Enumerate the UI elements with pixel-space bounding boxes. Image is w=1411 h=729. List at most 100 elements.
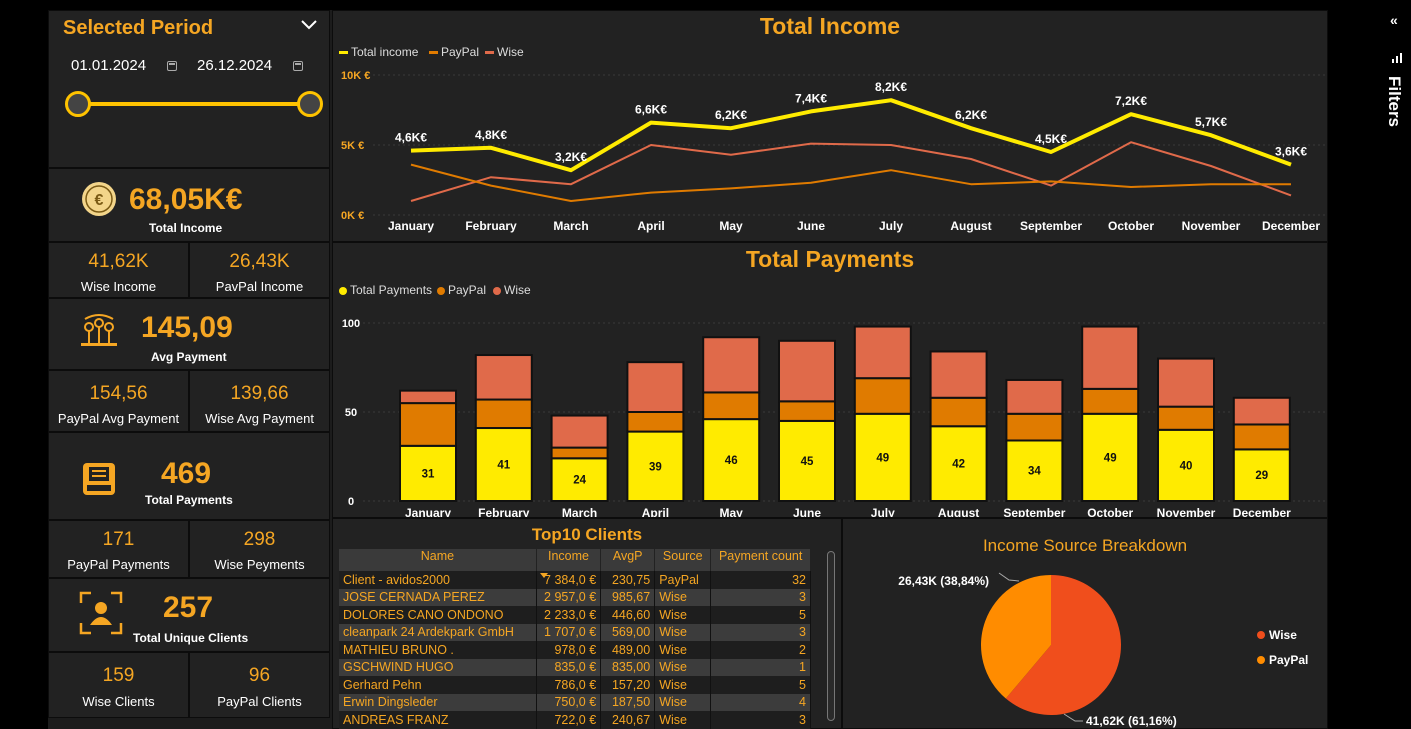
table-cell: 1 707,0 € <box>536 623 602 641</box>
bar-wise <box>1005 378 1064 415</box>
chevron-down-icon[interactable] <box>301 17 317 35</box>
data-label: 3,2K€ <box>555 150 587 164</box>
wise-payments-value: 298 <box>243 529 276 550</box>
calendar-icon[interactable] <box>293 61 303 71</box>
table-cell: 2 <box>710 641 811 659</box>
x-tick-label: July <box>879 219 903 233</box>
wise-avg-card: 139,66 Wise Avg Payment <box>189 370 330 432</box>
data-label: 4,8K€ <box>475 128 507 142</box>
bar-total-payments <box>778 419 836 502</box>
legend-paypal[interactable]: PayPal <box>429 45 479 59</box>
income-chart-title: Total Income <box>759 13 901 39</box>
euro-coin-icon: € <box>81 181 117 222</box>
data-label: 3,6K€ <box>1275 145 1307 159</box>
bar-total-payments <box>1232 448 1291 503</box>
bar-paypal <box>1081 387 1140 415</box>
top-clients-table[interactable]: Top10 Clients Name Income AvgP Source Paymen… <box>332 518 842 729</box>
wise-income-card: 41,62K Wise Income <box>48 242 189 298</box>
bar-data-label: 29 <box>1255 470 1268 482</box>
table-row[interactable]: ANDREAS FRANZ 722,0 €240,67 Wise 3 <box>339 711 811 729</box>
table-cell: 4 <box>710 693 811 711</box>
svg-text:€: € <box>95 192 104 209</box>
x-tick-label: July <box>871 506 895 517</box>
table-cell: Wise <box>654 676 712 694</box>
calendar-icon[interactable] <box>167 61 177 71</box>
unique-clients-value: 257 <box>163 591 214 624</box>
table-cell: 2 233,0 € <box>536 606 602 624</box>
table-cell: 5 <box>710 676 811 694</box>
bar-wise <box>1232 396 1291 426</box>
table-cell: DOLORES CANO ONDONO <box>339 606 537 624</box>
bar-total-payments <box>399 444 457 503</box>
start-date-input[interactable]: 01.01.2024 <box>71 57 147 74</box>
x-tick-label: February <box>478 506 530 517</box>
table-row[interactable]: Erwin Dingsleder 750,0 €187,50 Wise 4 <box>339 693 811 711</box>
pie-data-label: 41,62K (61,16%) <box>1086 714 1177 728</box>
table-cell: cleanpark 24 Ardekpark GmbH <box>339 623 537 641</box>
column-header[interactable]: Payment count <box>710 549 811 571</box>
x-tick-label: August <box>950 219 991 233</box>
x-tick-label: March <box>562 506 597 517</box>
legend-wise[interactable]: Wise <box>493 283 531 297</box>
table-cell: Wise <box>654 623 712 641</box>
x-tick-label: December <box>1262 219 1320 233</box>
bar-wise <box>929 350 988 399</box>
bar-wise <box>1081 325 1140 390</box>
y-tick-label: 100 <box>342 318 360 330</box>
sort-desc-icon[interactable] <box>540 573 548 578</box>
table-cell: Client - avidos2000 <box>339 571 537 589</box>
bar-total-payments <box>1157 428 1215 502</box>
table-cell: GSCHWIND HUGO <box>339 658 537 676</box>
filters-pane[interactable]: « <box>1382 0 1411 729</box>
table-row[interactable]: cleanpark 24 Ardekpark GmbH 1 707,0 €569,… <box>339 623 811 641</box>
legend-total-payments[interactable]: Total Payments <box>339 283 432 297</box>
bar-data-label: 34 <box>1028 466 1041 478</box>
table-row[interactable]: MATHIEU BRUNO . 978,0 €489,00 Wise 2 <box>339 641 811 659</box>
legend-label: Total income <box>351 45 419 59</box>
end-date-input[interactable]: 26.12.2024 <box>197 57 273 74</box>
table-scrollbar[interactable] <box>827 551 835 721</box>
bar-data-label: 46 <box>725 455 738 467</box>
table-cell: Wise <box>654 606 712 624</box>
slider-start-handle[interactable] <box>65 91 91 117</box>
y-tick-label: 5K € <box>341 140 364 152</box>
paypal-payments-label: PayPal Payments <box>67 557 170 572</box>
period-slicer[interactable]: Selected Period 01.01.2024 26.12.2024 <box>48 10 330 168</box>
table-cell: 978,0 € <box>536 641 602 659</box>
filters-label[interactable]: Filters <box>1385 76 1404 128</box>
table-row[interactable]: Client - avidos2000 7 384,0 €230,75 PayPal… <box>339 571 811 589</box>
table-cell: 240,67 <box>600 711 656 729</box>
paypal-avg-value: 154,56 <box>89 383 148 404</box>
table-cell: 2 957,0 € <box>536 588 602 606</box>
column-header[interactable]: Source <box>654 549 712 571</box>
y-tick-label: 0 <box>348 496 354 508</box>
table-cell: Wise <box>654 641 712 659</box>
wise-avg-label: Wise Avg Payment <box>205 411 314 426</box>
legend-label: Wise <box>497 45 524 59</box>
column-header[interactable]: Name <box>339 549 537 571</box>
slider-end-handle[interactable] <box>297 91 323 117</box>
total-payments-card: 469 Total Payments <box>48 432 330 520</box>
wise-clients-card: 159 Wise Clients <box>48 652 189 718</box>
data-label: 4,6K€ <box>395 131 427 145</box>
clients-grid[interactable]: Name Income AvgP Source Payment count Client… <box>339 549 811 729</box>
total-payments-chart[interactable]: Total Payments Total Payments PayPal Wis… <box>332 242 1328 518</box>
column-header[interactable]: Income <box>536 549 602 571</box>
table-row[interactable]: Gerhard Pehn 786,0 €157,20 Wise 5 <box>339 676 811 694</box>
table-row[interactable]: JOSE CERNADA PEREZ 2 957,0 €985,67 Wise 3 <box>339 588 811 606</box>
legend-paypal[interactable]: PayPal <box>437 283 486 297</box>
total-payments-value: 469 <box>161 457 212 490</box>
table-row[interactable]: GSCHWIND HUGO 835,0 €835,00 Wise 1 <box>339 658 811 676</box>
table-cell: Wise <box>654 588 712 606</box>
collapse-chevron-icon[interactable]: « <box>1390 12 1398 28</box>
income-source-breakdown[interactable]: Income Source Breakdown 26,43K (38,84%) 41… <box>842 518 1328 729</box>
total-payments-label: Total Payments <box>145 493 233 507</box>
table-cell: 835,0 € <box>536 658 602 676</box>
column-header[interactable]: AvgP <box>600 549 656 571</box>
table-cell: 3 <box>710 588 811 606</box>
table-row[interactable]: DOLORES CANO ONDONO 2 233,0 €446,60 Wise 5 <box>339 606 811 624</box>
legend-total-income[interactable]: Total income <box>339 45 418 59</box>
total-income-chart[interactable]: Total Income Total income PayPal Wise 0K… <box>332 10 1328 242</box>
date-slider-track[interactable] <box>77 102 309 106</box>
legend-wise[interactable]: Wise <box>485 45 524 59</box>
